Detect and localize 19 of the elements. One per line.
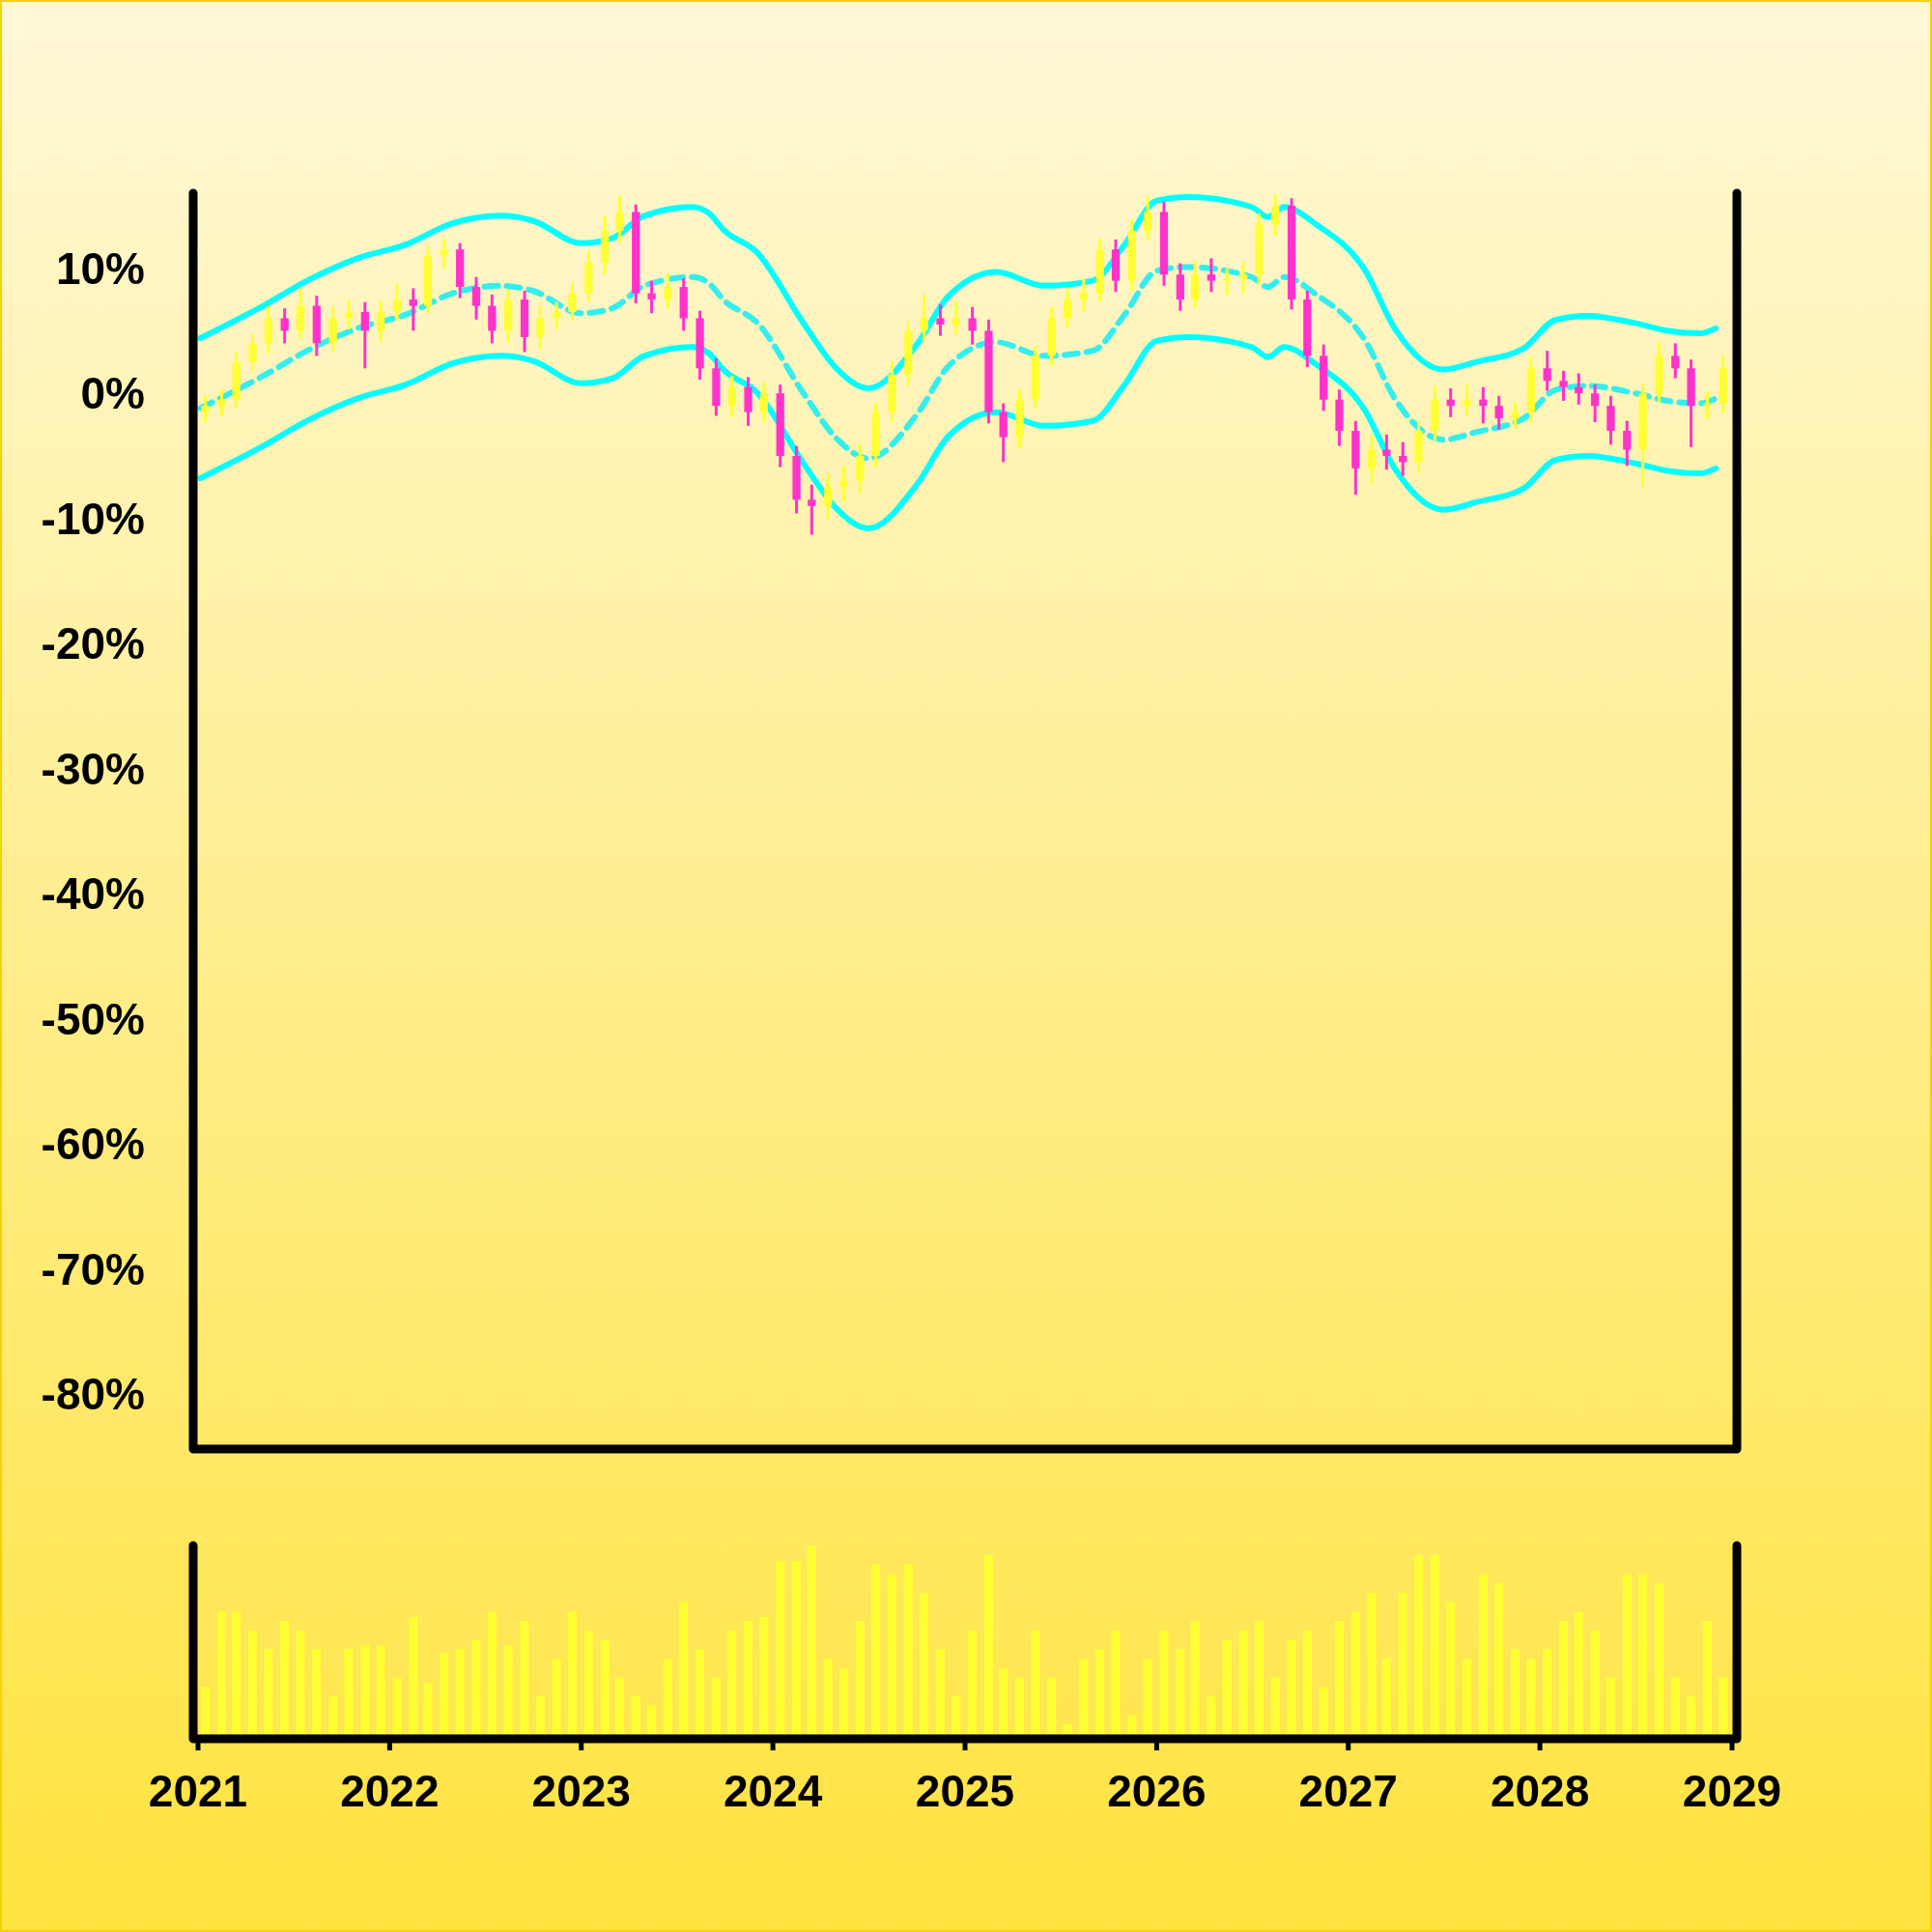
y-tick-label: 10% [55, 242, 145, 294]
y-tick-label: -70% [41, 1243, 145, 1294]
y-tick-label: -60% [41, 1119, 145, 1170]
y-tick-label: -50% [41, 993, 145, 1044]
x-tick-label: 2023 [531, 1766, 631, 1816]
x-tick-label: 2021 [148, 1766, 248, 1816]
x-tick-label: 2029 [1682, 1766, 1782, 1816]
y-tick-label: -20% [41, 618, 145, 669]
x-tick-label: 2025 [915, 1766, 1015, 1816]
y-tick-label: -40% [41, 868, 145, 920]
x-tick-label: 2027 [1298, 1766, 1398, 1816]
y-tick-label: -80% [41, 1369, 145, 1420]
x-tick-label: 2028 [1490, 1766, 1590, 1816]
y-tick-label: -30% [41, 743, 145, 794]
x-tick-label: 2026 [1107, 1766, 1207, 1816]
x-tick-label: 2024 [723, 1766, 823, 1816]
y-tick-label: 0% [80, 368, 145, 419]
y-tick-label: -10% [41, 493, 145, 544]
x-tick-label: 2022 [340, 1766, 440, 1816]
